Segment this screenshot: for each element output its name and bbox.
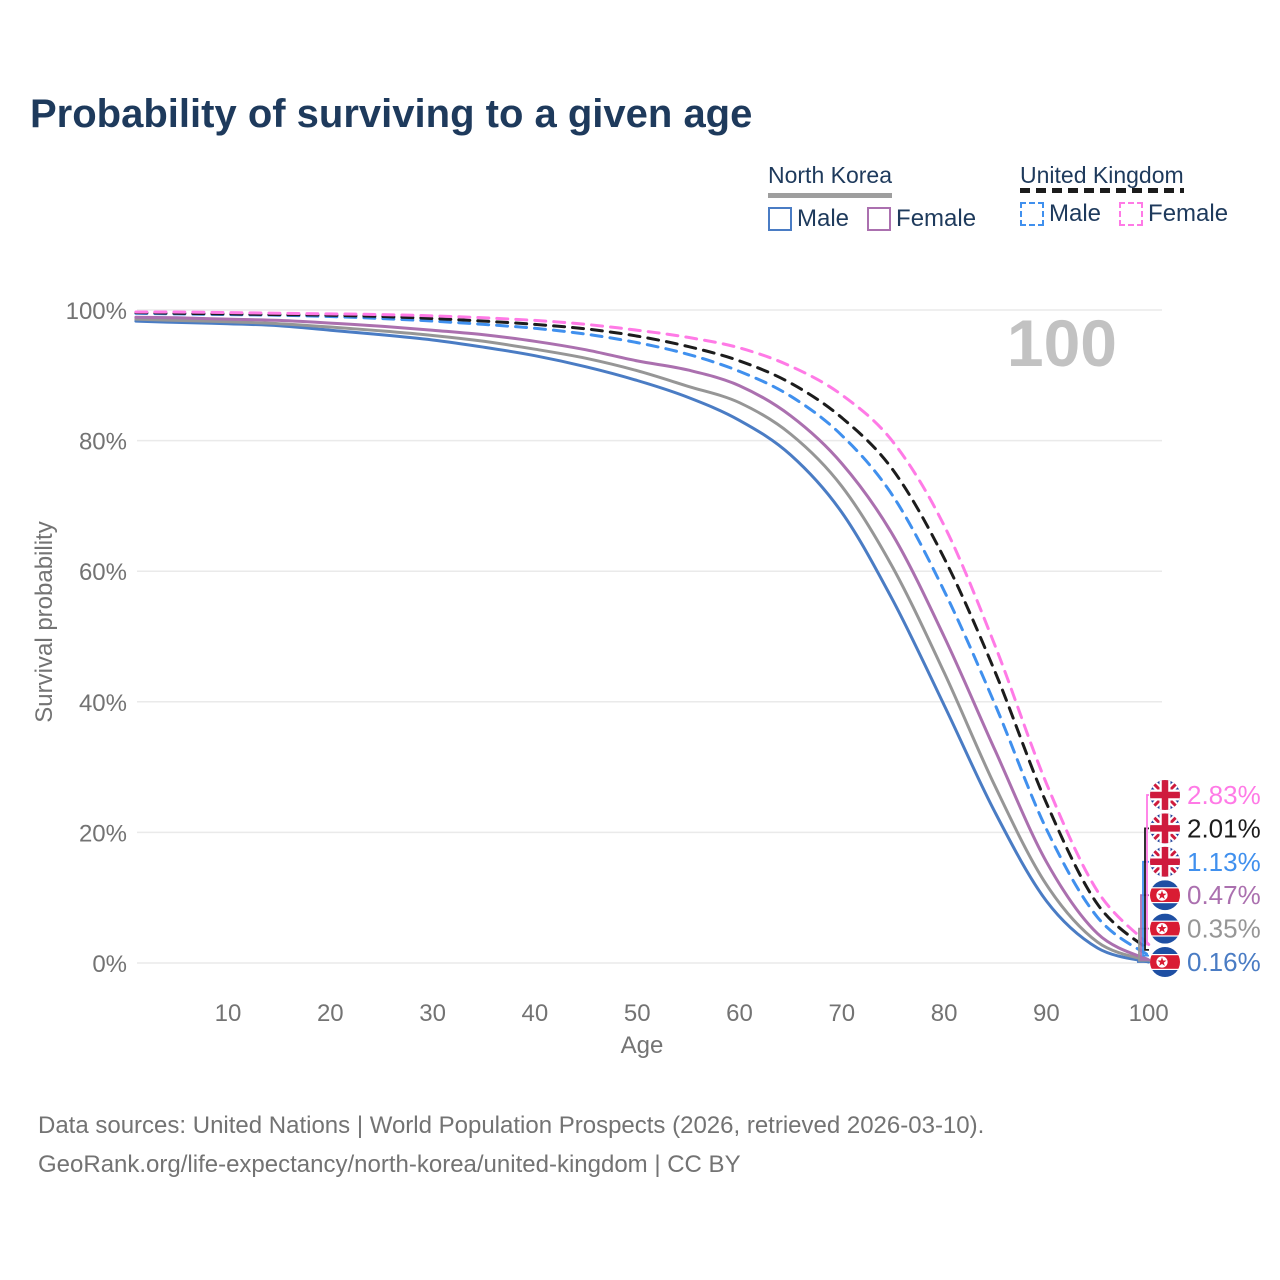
uk-flag-icon [1150,780,1180,810]
end-label-nk-female: 0.47% [1150,880,1261,911]
legend-label-nk-female: Female [896,205,977,232]
x-tick-label-20: 20 [317,1000,344,1027]
nk-flag-icon [1150,947,1180,977]
legend-label-uk-female: Female [1148,200,1229,227]
end-label-uk-female: 2.83% [1150,780,1261,810]
nk-male-swatch-icon [768,207,792,231]
leader-line-uk-male [1142,860,1149,957]
end-label-nk-both: 0.35% [1150,913,1261,944]
end-label-uk-both: 2.01% [1150,813,1261,843]
x-tick-label-60: 60 [726,1000,753,1027]
end-label-value-nk-male: 0.16% [1187,947,1261,977]
legend-item-nk-female[interactable]: Female [867,205,976,233]
footer-data-sources: Data sources: United Nations | World Pop… [38,1112,985,1139]
series-line-uk-both [134,311,1151,952]
nk-female-swatch-icon [867,207,892,231]
series-line-nk-both [134,317,1151,963]
legend-label-nk-male: Male [797,205,850,232]
end-label-value-uk-female: 2.83% [1187,780,1261,810]
x-tick-label-70: 70 [828,1000,855,1027]
y-tick-label-20: 20% [79,820,127,847]
chart-footer: Data sources: United Nations | World Pop… [38,1106,984,1184]
age-100-watermark: 100 [1007,306,1117,380]
legend-item-uk-female[interactable]: Female [1119,200,1228,228]
x-tick-label-90: 90 [1033,1000,1060,1027]
nk-flag-icon [1150,880,1180,910]
series-line-uk-female [134,310,1151,946]
legend-group-united-kingdom: United Kingdom Male Female [1020,162,1228,228]
x-tick-label-40: 40 [522,1000,549,1027]
x-tick-label-10: 10 [215,1000,242,1027]
nk-flag-icon [1150,914,1180,944]
x-tick-label-100: 100 [1129,1000,1169,1027]
legend-item-uk-male[interactable]: Male [1020,200,1101,228]
page-title: Probability of surviving to a given age [30,92,753,136]
legend-country-north-korea: North Korea [768,162,893,198]
series-line-nk-female [134,315,1151,962]
legend-label-uk-male: Male [1049,200,1102,227]
end-label-value-uk-male: 1.13% [1187,847,1261,877]
uk-male-swatch-icon [1020,202,1044,226]
y-tick-label-0: 0% [92,951,127,978]
y-tick-label-80: 80% [79,429,127,456]
series-line-uk-male [134,311,1151,958]
x-tick-label-80: 80 [931,1000,958,1027]
legend-group-north-korea: North Korea Male Female [768,162,976,233]
x-tick-label-30: 30 [419,1000,446,1027]
legend-item-nk-male[interactable]: Male [768,205,849,233]
x-tick-label-50: 50 [624,1000,651,1027]
uk-flag-icon [1150,847,1180,877]
end-label-nk-male: 0.16% [1150,947,1261,977]
y-tick-label-100: 100% [66,298,127,325]
x-axis-title: Age [621,1032,664,1059]
y-tick-label-60: 60% [79,559,127,586]
uk-flag-icon [1150,813,1180,843]
end-label-value-nk-both: 0.35% [1187,914,1261,944]
leader-line-uk-female [1146,794,1149,946]
series-line-nk-male [134,319,1151,964]
y-axis-title: Survival probability [31,521,58,722]
end-label-value-uk-both: 2.01% [1187,813,1261,843]
footer-attribution-link: GeoRank.org/life-expectancy/north-korea/… [38,1151,741,1178]
legend-country-united-kingdom: United Kingdom [1020,162,1184,193]
end-label-value-nk-female: 0.47% [1187,880,1261,910]
end-label-uk-male: 1.13% [1150,847,1261,877]
uk-female-swatch-icon [1119,202,1144,226]
y-tick-label-40: 40% [79,690,127,717]
